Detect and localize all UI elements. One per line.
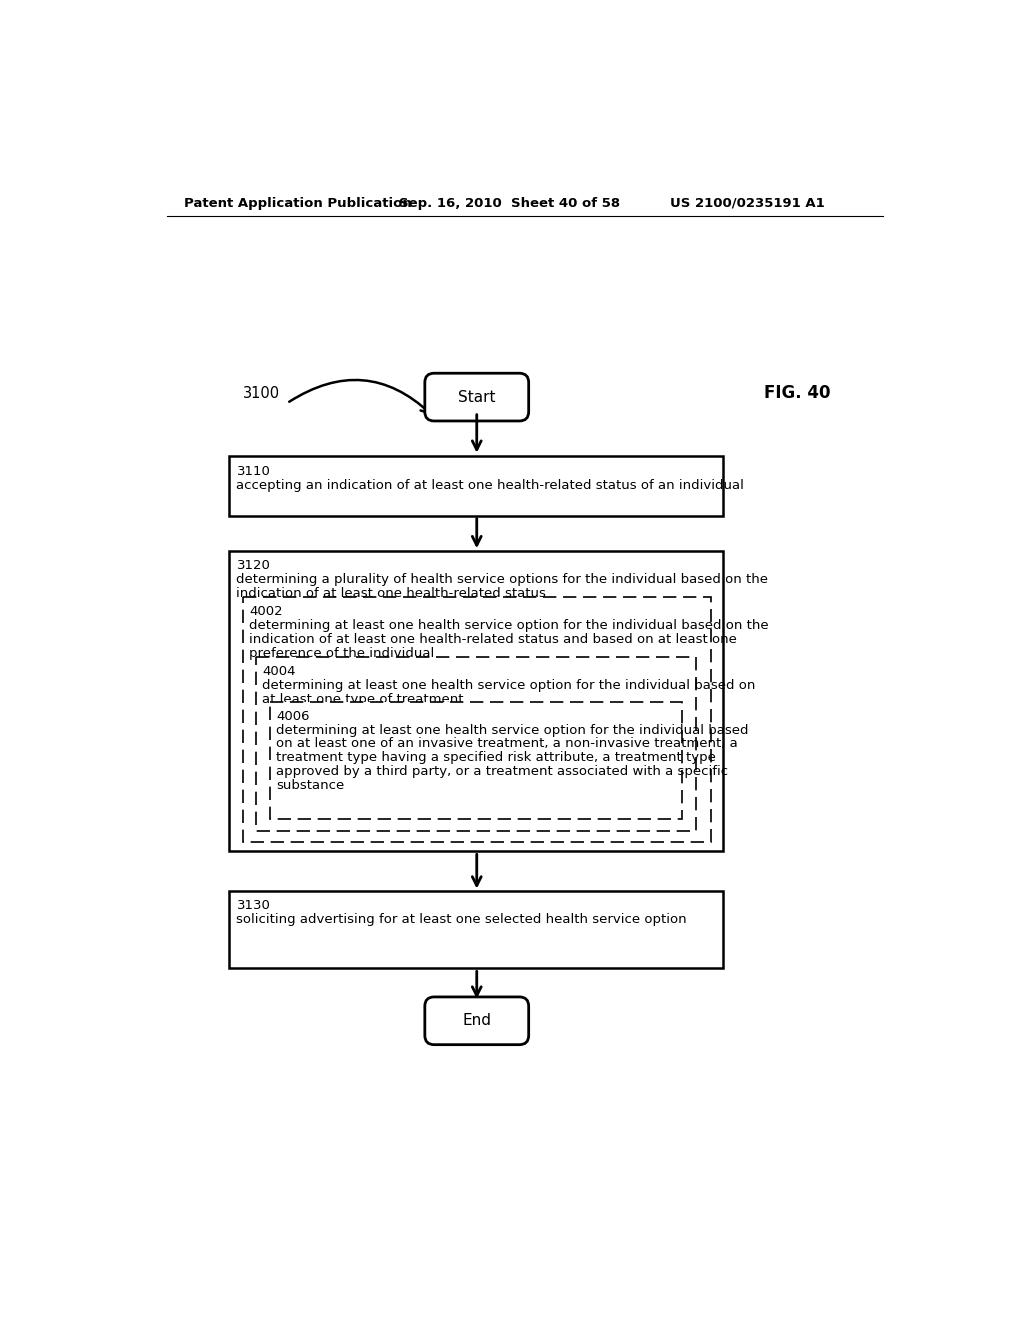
Text: indication of at least one health-related status: indication of at least one health-relate…: [237, 586, 547, 599]
Text: determining at least one health service option for the individual based on the: determining at least one health service …: [249, 619, 769, 632]
Text: on at least one of an invasive treatment, a non-invasive treatment, a: on at least one of an invasive treatment…: [276, 738, 737, 751]
Text: Sep. 16, 2010  Sheet 40 of 58: Sep. 16, 2010 Sheet 40 of 58: [399, 197, 621, 210]
Text: 3130: 3130: [237, 899, 270, 912]
Text: Start: Start: [458, 389, 496, 405]
Text: determining at least one health service option for the individual based on: determining at least one health service …: [262, 678, 756, 692]
FancyBboxPatch shape: [425, 374, 528, 421]
Text: at least one type of treatment: at least one type of treatment: [262, 693, 464, 706]
Text: Patent Application Publication: Patent Application Publication: [183, 197, 412, 210]
Bar: [228, 891, 723, 969]
Bar: [228, 455, 723, 516]
Text: End: End: [462, 1014, 492, 1028]
Text: 4006: 4006: [276, 710, 309, 723]
Text: determining at least one health service option for the individual based: determining at least one health service …: [276, 723, 749, 737]
Text: indication of at least one health-related status and based on at least one: indication of at least one health-relate…: [249, 632, 737, 645]
Text: 3110: 3110: [237, 465, 270, 478]
Bar: [243, 597, 711, 842]
Text: 3100: 3100: [243, 385, 280, 401]
Text: treatment type having a specified risk attribute, a treatment type: treatment type having a specified risk a…: [276, 751, 716, 764]
Bar: [228, 552, 723, 851]
FancyBboxPatch shape: [425, 997, 528, 1044]
Text: soliciting advertising for at least one selected health service option: soliciting advertising for at least one …: [237, 913, 687, 927]
Bar: [256, 657, 696, 832]
Text: preference of the individual: preference of the individual: [249, 647, 434, 660]
Text: substance: substance: [276, 779, 344, 792]
Text: determining a plurality of health service options for the individual based on th: determining a plurality of health servic…: [237, 573, 768, 586]
Text: 3120: 3120: [237, 558, 270, 572]
Text: 4002: 4002: [249, 605, 283, 618]
Text: US 2100/0235191 A1: US 2100/0235191 A1: [671, 197, 825, 210]
Text: FIG. 40: FIG. 40: [764, 384, 830, 403]
Text: accepting an indication of at least one health-related status of an individual: accepting an indication of at least one …: [237, 479, 744, 492]
FancyArrowPatch shape: [289, 380, 430, 413]
Bar: [270, 702, 682, 818]
Text: approved by a third party, or a treatment associated with a specific: approved by a third party, or a treatmen…: [276, 766, 728, 779]
Text: 4004: 4004: [262, 665, 296, 678]
